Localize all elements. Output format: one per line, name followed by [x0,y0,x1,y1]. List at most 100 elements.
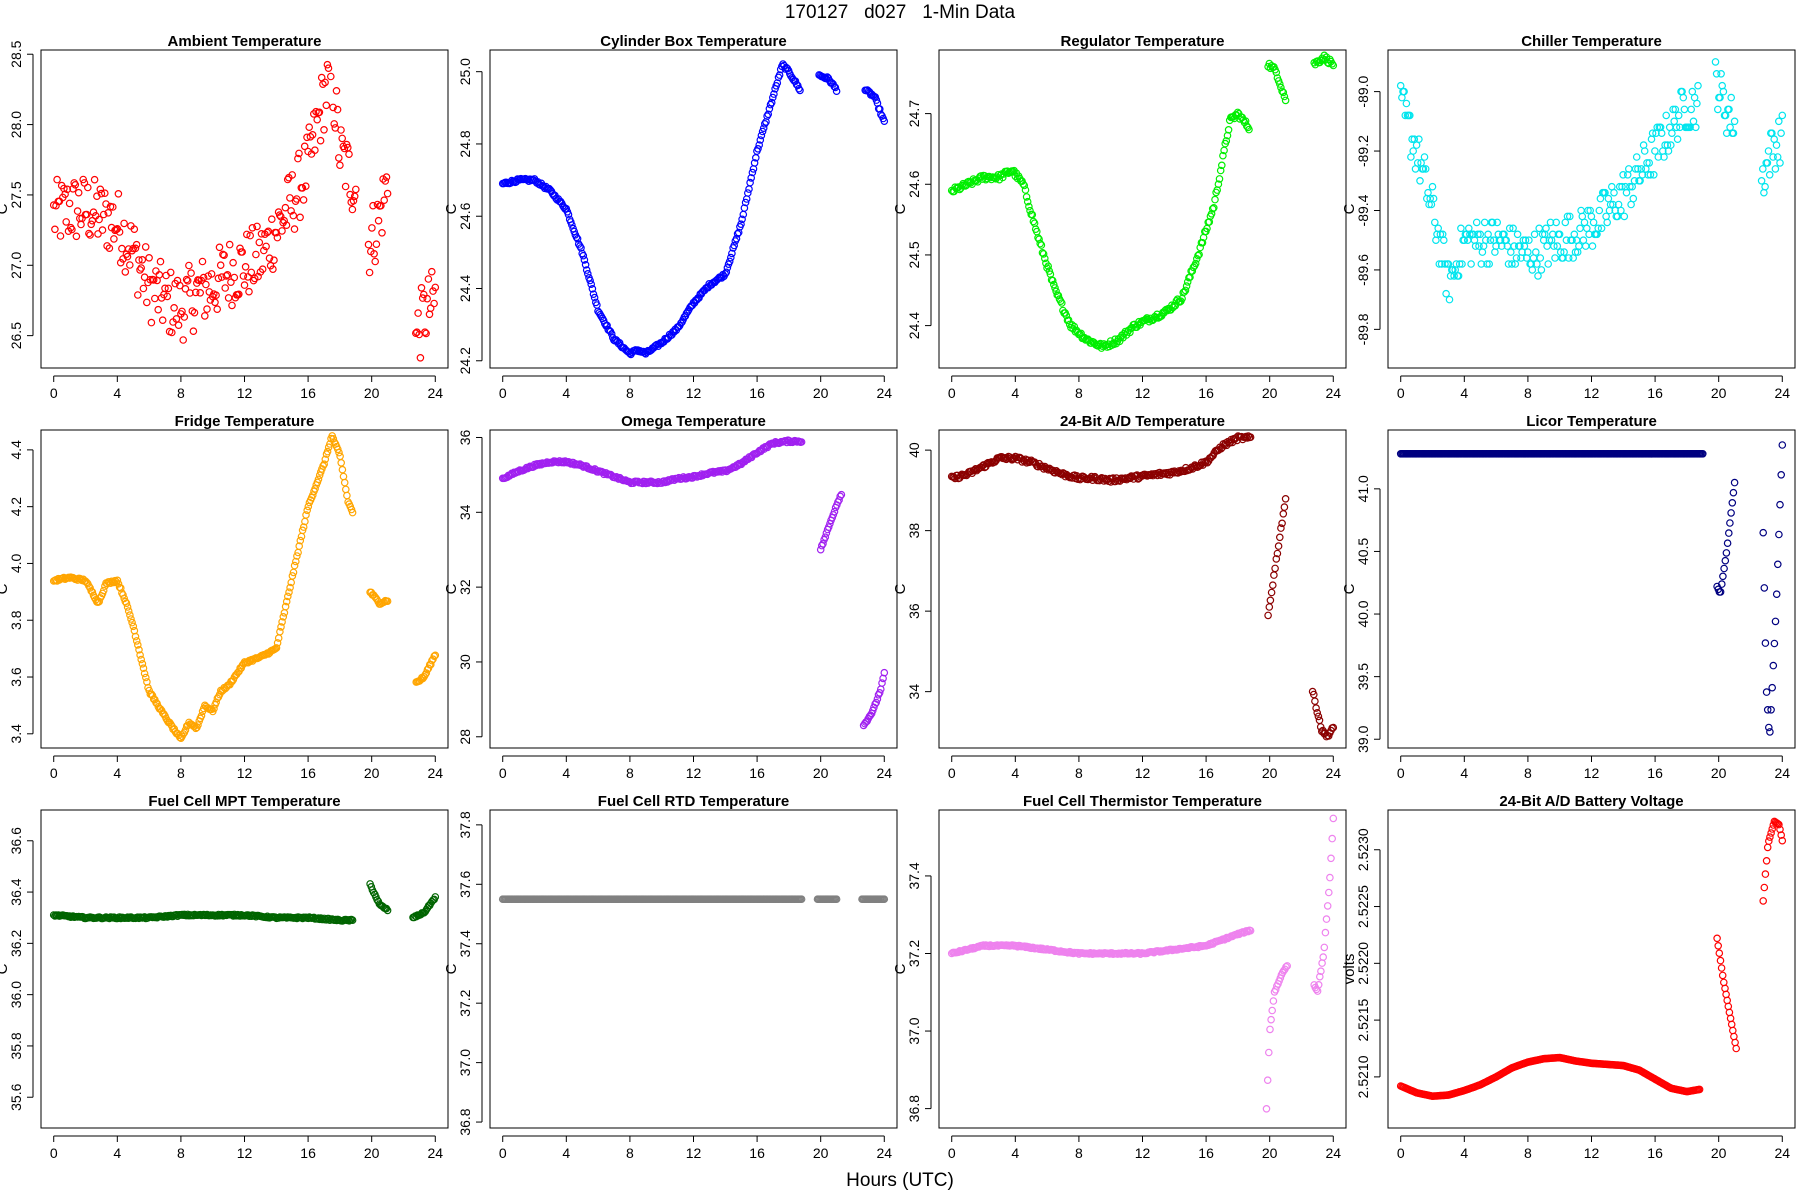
data-point [156,705,165,713]
data-point [348,205,357,214]
data-point [1246,433,1255,442]
data-point [130,225,139,234]
data-point [564,210,573,219]
data-point [1730,117,1739,126]
data-point [143,298,151,307]
data-point [118,244,126,253]
data-point [1625,165,1633,173]
data-point [1525,236,1533,245]
data-point [73,207,82,215]
data-point [378,229,386,237]
data-point [99,586,108,595]
data-point [1435,260,1444,268]
data-point [1617,206,1625,215]
data-point [340,144,349,153]
y-tick-label: 32 [457,579,473,595]
data-point [1409,147,1418,155]
data-point [296,213,304,222]
data-point [299,523,308,531]
data-point [140,669,149,678]
data-point [977,463,986,472]
data-point [180,313,189,321]
x-tick-label: 24 [1774,765,1790,781]
data-point [382,904,391,913]
data-point [747,174,756,182]
data-point [1594,224,1603,233]
x-tick-label: 8 [1075,765,1083,781]
data-point [425,310,434,319]
y-tick-label: 25.0 [457,58,473,85]
y-axis-label: C [892,963,909,974]
data-point [1768,683,1777,692]
data-point [1716,956,1725,965]
y-tick-label: 28.0 [8,111,24,138]
data-point [131,632,140,641]
data-point [1646,171,1655,179]
data-point [1757,177,1766,185]
data-point [429,287,437,295]
data-point [282,221,291,230]
data-point [1282,963,1290,971]
data-point [589,290,598,299]
data-point [247,268,256,277]
data-point [275,211,284,219]
x-tick-label: 20 [813,1145,829,1161]
data-point [1537,266,1546,274]
y-tick-label: 24.6 [457,202,473,229]
y-tick-label: 37.0 [906,1017,922,1044]
data-point [1039,250,1048,258]
data-point [586,276,594,285]
y-tick-label: 34 [906,684,922,700]
data-point [337,126,345,134]
data-point [145,253,153,262]
x-tick-label: 8 [177,1145,185,1161]
data-point [1265,1048,1273,1057]
data-point [1634,165,1642,173]
data-point [341,182,350,191]
y-tick-label: 24.6 [906,170,922,197]
data-point [219,250,227,259]
x-tick-label: 16 [749,765,765,781]
plot-frame [489,429,898,749]
x-tick-label: 0 [50,765,58,781]
data-point [1777,129,1785,138]
data-point [830,507,839,516]
plot-frame [40,809,449,1129]
data-point [755,141,764,149]
data-point [215,243,224,252]
data-point [246,231,255,240]
data-point [1328,59,1337,68]
data-point [797,438,806,446]
data-point [238,248,247,256]
x-tick-label: 0 [948,385,956,401]
data-point [745,185,753,193]
data-point [1715,949,1724,958]
data-point [1765,837,1773,845]
data-point [109,203,117,211]
data-point [1610,188,1618,197]
y-tick-label: 37.6 [457,870,473,897]
data-point [757,131,766,140]
data-point [377,201,385,210]
data-points [49,60,440,362]
data-point [824,523,833,531]
data-point [1445,295,1454,304]
y-tick-label: 37.2 [457,989,473,1016]
data-point [270,256,278,265]
data-point [969,943,978,952]
panel-title: Fuel Cell RTD Temperature [598,793,789,810]
y-tick-label: 24.7 [906,100,922,127]
data-point [424,664,433,673]
data-point [1672,123,1681,132]
data-point [418,294,427,302]
data-point [128,618,136,627]
data-point [748,168,757,177]
data-point [1711,58,1720,66]
data-point [1326,873,1334,882]
data-point [1552,218,1561,227]
y-tick-label: 36.4 [8,878,24,905]
data-point [1760,883,1769,892]
data-point [1768,825,1777,833]
data-point [145,686,154,695]
